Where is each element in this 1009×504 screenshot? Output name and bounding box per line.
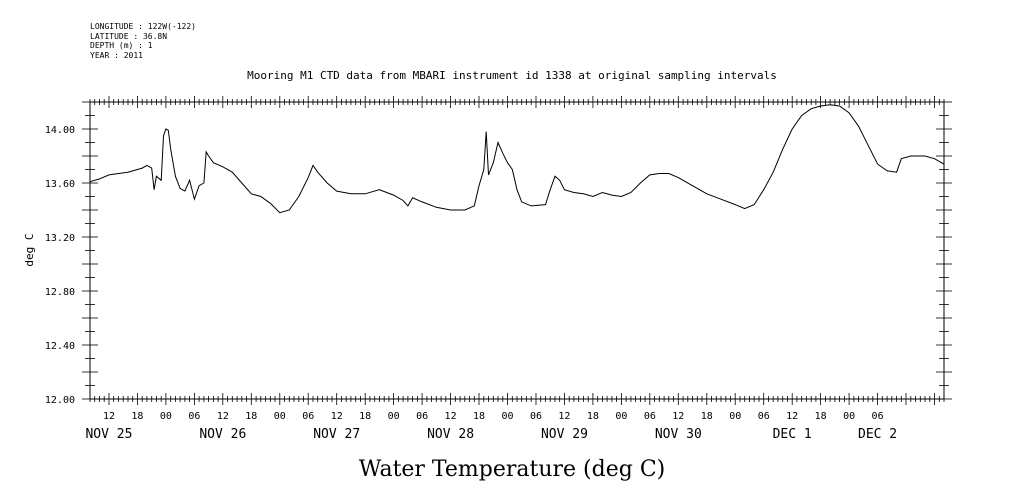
x-hour-label: 18 [245,411,257,422]
x-hour-label: 18 [701,411,713,422]
x-hour-label: 00 [274,411,286,422]
x-hour-label: 06 [416,411,428,422]
x-date-label: NOV 30 [655,427,702,442]
x-date-label: NOV 25 [85,427,132,442]
y-axis: 12.00 12.40 12.80 13.20 13.60 14.00 [45,101,952,406]
x-axis-label: Water Temperature (deg C) [359,457,666,482]
y-tick-label: 12.00 [45,395,75,406]
plot-frame [89,101,945,400]
x-date-label: NOV 26 [199,427,246,442]
x-hour-label: 00 [729,411,741,422]
x-hour-label: 00 [843,411,855,422]
x-hour-label: 12 [445,411,457,422]
y-axis-label: deg C [23,233,36,266]
longitude-label: LONGITUDE : 122W(-122) [90,22,196,31]
x-hour-label: 06 [302,411,314,422]
x-hour-label: 12 [672,411,684,422]
x-hour-label: 12 [103,411,115,422]
x-hour-label: 12 [558,411,570,422]
x-date-label: DEC 1 [773,427,812,442]
x-hour-label: 18 [359,411,371,422]
x-hour-label: 00 [501,411,513,422]
x-hour-label: 18 [131,411,143,422]
x-hour-label: 06 [530,411,542,422]
x-hour-label: 18 [587,411,599,422]
y-tick-label: 13.20 [45,233,75,244]
x-hour-label: 12 [217,411,229,422]
x-hour-label: 06 [758,411,770,422]
x-hour-label: 06 [188,411,200,422]
metadata-block: LONGITUDE : 122W(-122) LATITUDE : 36.8N … [90,22,196,60]
x-date-label: NOV 27 [313,427,360,442]
y-tick-label: 14.00 [45,125,75,136]
x-hour-label: 18 [473,411,485,422]
x-date-label: NOV 29 [541,427,588,442]
latitude-label: LATITUDE : 36.8N [90,31,168,41]
y-tick-label: 12.80 [45,287,75,298]
x-date-label: DEC 2 [858,427,897,442]
chart-title: Mooring M1 CTD data from MBARI instrumen… [247,69,777,82]
x-hour-label: 06 [872,411,884,422]
y-tick-label: 13.60 [45,179,75,190]
x-hour-label: 12 [331,411,343,422]
x-hour-label: 18 [815,411,827,422]
x-axis: 12 18 00 06 12 18 00 06 12 18 00 06 12 18 00 06 12 18 00 06… [85,411,897,442]
x-hour-label: 12 [786,411,798,422]
x-hour-label: 00 [160,411,172,422]
x-date-label: NOV 28 [427,427,474,442]
x-hour-label: 00 [615,411,627,422]
x-hour-label: 06 [644,411,656,422]
year-label: YEAR : 2011 [90,50,143,60]
x-hour-label: 00 [388,411,400,422]
hour-tick-marks [89,96,945,405]
depth-label: DEPTH (m) : 1 [90,41,153,50]
y-tick-label: 12.40 [45,341,75,352]
minor-ticks [89,96,945,405]
series-line [89,104,945,214]
